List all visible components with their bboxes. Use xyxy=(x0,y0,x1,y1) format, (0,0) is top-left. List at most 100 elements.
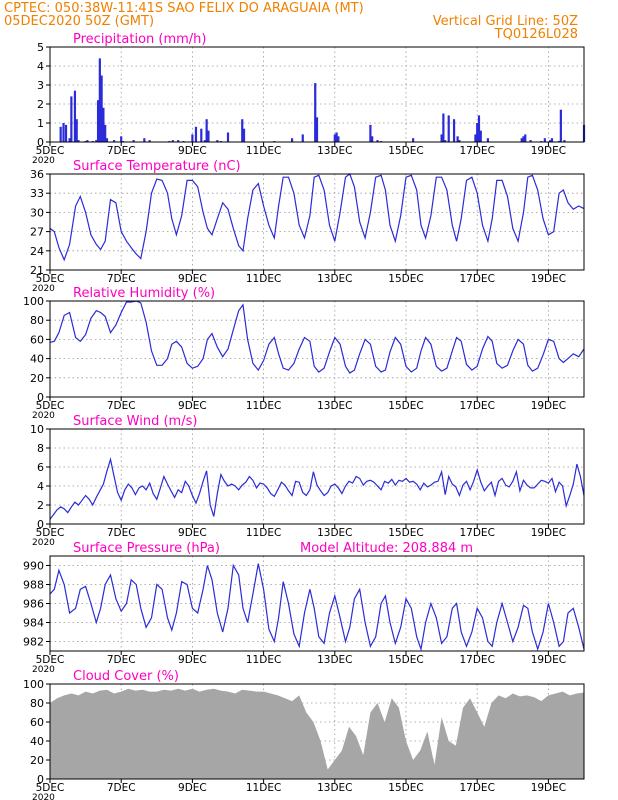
cloud-xtick-label: 9DEC xyxy=(178,782,207,794)
precip-bar xyxy=(314,83,317,142)
precip-frame-border xyxy=(49,46,585,143)
cloud-xtick-label: 5DEC xyxy=(36,782,65,794)
header-run-date: 05DEC2020 50Z (GMT) xyxy=(4,14,154,29)
pressure-ytick-label: 982 xyxy=(23,636,44,649)
pressure-ytick-label: 986 xyxy=(23,598,44,611)
precip-ytick-label: 5 xyxy=(37,41,44,54)
cloud-panel: 0 20 40 60 80 100 5DEC 7DEC 9DEC 11DEC 13DEC 15DEC 1… xyxy=(23,669,585,800)
pressure-xtick-label: 7DEC xyxy=(107,654,136,666)
precip-year-label: 2020 xyxy=(32,156,55,166)
wind-xtick-label: 5DEC xyxy=(36,527,65,539)
precip-bar xyxy=(95,140,98,142)
wind-xtick-label: 11DEC xyxy=(246,527,281,539)
precip-bar xyxy=(194,126,198,142)
pressure-xtick-label: 17DEC xyxy=(459,654,494,666)
precip-bar xyxy=(456,136,459,142)
precip-ytick-label: 4 xyxy=(37,60,44,73)
pressure-title: Surface Pressure (hPa) xyxy=(73,541,220,556)
precip-bar xyxy=(301,134,304,142)
precip-bar xyxy=(486,138,489,142)
precip-bar xyxy=(207,130,210,142)
temp-ytick-label: 21 xyxy=(30,264,44,277)
precip-bar xyxy=(70,96,73,142)
wind-ytick-label: 6 xyxy=(37,461,44,474)
cloud-xtick-label: 15DEC xyxy=(388,782,423,794)
rh-ytick-label: 0 xyxy=(37,391,44,404)
wind-xtick-label: 15DEC xyxy=(388,527,423,539)
rh-ytick-label: 20 xyxy=(30,372,44,385)
precip-bar xyxy=(522,136,525,142)
wind-ytick-label: 10 xyxy=(30,423,44,436)
precip-bar xyxy=(543,138,546,142)
precip-bar xyxy=(62,123,65,142)
precip-bar xyxy=(104,124,107,142)
precip-bar xyxy=(559,109,562,142)
temp-xtick-label: 15DEC xyxy=(388,273,423,285)
wind-year-label: 2020 xyxy=(32,538,55,548)
wind-ytick-label: 0 xyxy=(37,518,44,531)
panels: 0 1 2 3 4 5 5DEC 7DEC 9DEC 11DEC 13DEC 15DEC 17DEC 19… xyxy=(23,32,586,800)
precip-bar xyxy=(442,113,445,142)
temp-ytick-label: 30 xyxy=(30,206,44,219)
precip-ytick-label: 3 xyxy=(37,79,44,92)
cloud-ytick-label: 40 xyxy=(30,735,44,748)
precip-xtick-label: 13DEC xyxy=(317,145,352,157)
precip-bar xyxy=(241,119,244,142)
precip-ytick-label: 1 xyxy=(37,117,44,130)
precip-bar xyxy=(476,123,479,142)
cloud-title: Cloud Cover (%) xyxy=(73,669,179,684)
wind-xtick-label: 7DEC xyxy=(107,527,136,539)
precip-xtick-label: 17DEC xyxy=(459,145,494,157)
pressure-xtick-label: 19DEC xyxy=(531,654,566,666)
precip-bar xyxy=(376,140,379,142)
precip-bar xyxy=(520,138,523,142)
wind-frame-border xyxy=(49,428,585,525)
precip-bar xyxy=(77,140,80,142)
precip-bar xyxy=(440,134,443,142)
cloud-xtick-label: 17DEC xyxy=(459,782,494,794)
pressure-xtick-label: 13DEC xyxy=(317,654,352,666)
temp-line xyxy=(49,173,585,262)
rh-line xyxy=(49,300,585,374)
wind-xtick-label: 17DEC xyxy=(459,527,494,539)
temp-xtick-label: 5DEC xyxy=(36,273,65,285)
precip-bar xyxy=(98,58,101,142)
temp-ytick-label: 36 xyxy=(30,168,44,181)
precip-xtick-label: 7DEC xyxy=(107,145,136,157)
pressure-xtick-label: 11DEC xyxy=(246,654,281,666)
rh-frame-border xyxy=(49,300,585,398)
precip-bar xyxy=(102,107,105,142)
precip-xtick-label: 5DEC xyxy=(36,145,65,157)
precip-bar xyxy=(112,140,116,142)
precip-xtick-label: 15DEC xyxy=(388,145,423,157)
precip-panel: 0 1 2 3 4 5 5DEC 7DEC 9DEC 11DEC 13DEC 15DEC 17DEC 19… xyxy=(32,32,586,166)
wind-xtick-label: 13DEC xyxy=(317,527,352,539)
temp-title: Surface Temperature (nC) xyxy=(73,159,241,174)
precip-bar xyxy=(203,140,206,142)
rh-ytick-label: 100 xyxy=(23,295,44,308)
precip-bar xyxy=(64,124,68,142)
precip-bar xyxy=(447,115,450,142)
cloud-ytick-label: 0 xyxy=(37,773,44,786)
cloud-ytick-label: 100 xyxy=(23,678,44,691)
wind-xtick-label: 19DEC xyxy=(531,527,566,539)
wind-ytick-label: 8 xyxy=(37,442,44,455)
precip-xtick-label: 9DEC xyxy=(178,145,207,157)
header-station: CPTEC: 050:38W-11:41S SAO FELIX DO ARAGU… xyxy=(4,1,364,16)
precip-bar xyxy=(242,128,246,142)
temp-xtick-label: 19DEC xyxy=(531,273,566,285)
cloud-xtick-label: 11DEC xyxy=(246,782,281,794)
precip-bar xyxy=(474,134,477,142)
cloud-area xyxy=(50,688,584,779)
rh-xtick-label: 13DEC xyxy=(317,400,352,412)
precip-bar xyxy=(100,75,103,142)
pressure-line xyxy=(49,563,585,652)
precip-bar xyxy=(96,100,100,142)
precip-bar xyxy=(458,140,461,142)
precip-bar xyxy=(73,90,77,142)
precip-bar xyxy=(369,124,372,142)
precip-bar xyxy=(191,134,194,142)
precip-bar xyxy=(68,138,71,142)
rh-xtick-label: 7DEC xyxy=(107,400,136,412)
